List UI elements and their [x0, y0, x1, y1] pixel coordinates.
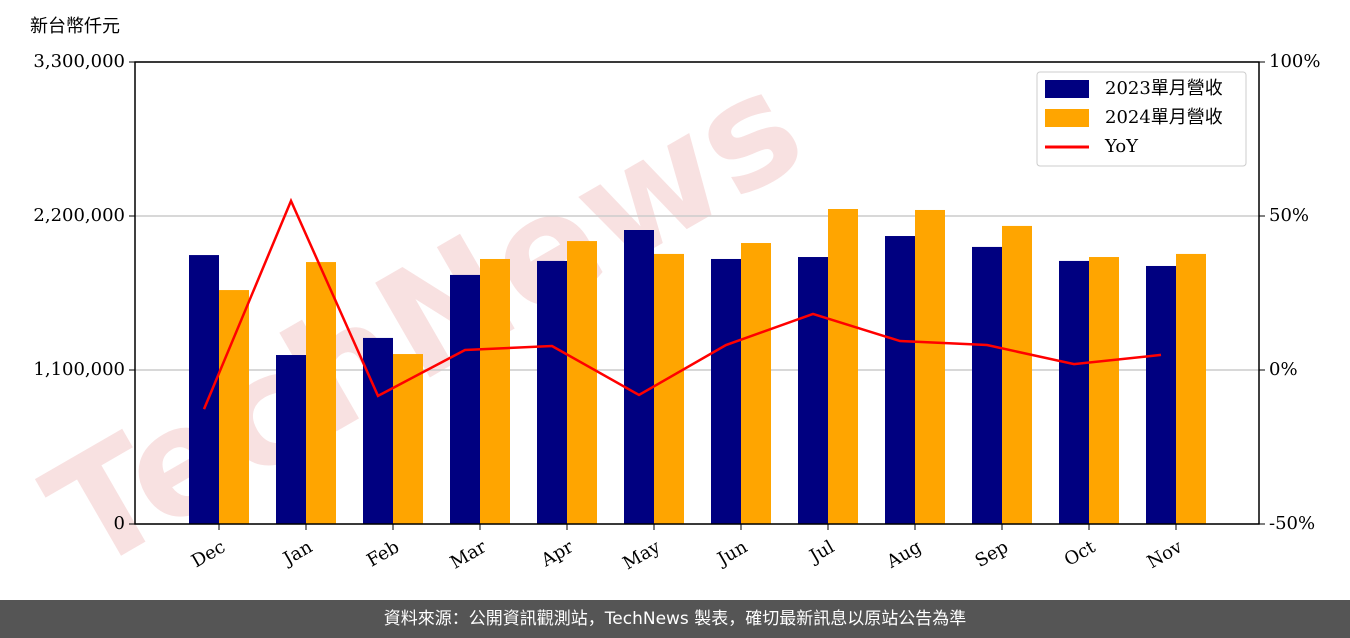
- bar: [219, 290, 249, 524]
- bar: [1146, 265, 1176, 524]
- footer: 資料來源：公開資訊觀測站，TechNews 製表，確切最新訊息以原站公告為準: [0, 600, 1350, 638]
- y-tick-label: 3,300,000: [33, 51, 125, 72]
- bar: [972, 246, 1002, 524]
- y-tick-label: 0: [114, 513, 125, 534]
- bar: [1002, 225, 1032, 524]
- plot-frame: [134, 61, 1260, 525]
- x-tick-label: Nov: [1144, 536, 1187, 573]
- bar: [450, 274, 480, 524]
- bar: [1059, 260, 1089, 524]
- line: [202, 197, 1162, 410]
- bar: [393, 354, 423, 524]
- legend-label: 2023單月營收: [1105, 78, 1223, 99]
- legend-swatch: [1045, 80, 1089, 98]
- legend-swatch: [1045, 109, 1089, 127]
- x-tick-label: Feb: [363, 536, 403, 571]
- legend-label: YoY: [1104, 136, 1139, 157]
- bar: [480, 258, 510, 524]
- bar: [915, 209, 945, 525]
- bar: [537, 260, 567, 524]
- bar: [798, 257, 828, 524]
- watermark: TechNews: [20, 37, 830, 600]
- bar: [1176, 253, 1206, 524]
- legend-label: 2024單月營收: [1105, 107, 1223, 128]
- bar: [828, 209, 858, 524]
- x-tick-label: Jan: [278, 536, 316, 570]
- y-axis-label: 新台幣仟元: [30, 16, 120, 37]
- bar: [711, 258, 741, 524]
- bar: [189, 255, 219, 524]
- y2-tick-label: 50%: [1269, 205, 1309, 226]
- legend: 2023單月營收 2024單月營收 YoY: [1036, 71, 1247, 167]
- y2-tick-label: 0%: [1269, 359, 1298, 380]
- x-tick-label: Mar: [447, 536, 491, 573]
- y-tick-label: 2,200,000: [33, 205, 125, 226]
- bar: [567, 241, 597, 524]
- bar: [276, 355, 306, 524]
- x-tick-label: May: [619, 536, 664, 574]
- bar: [654, 253, 684, 524]
- legend-box: [1036, 71, 1247, 167]
- x-tick-label: Apr: [537, 536, 577, 571]
- y2-tick-label: 100%: [1269, 51, 1320, 72]
- chart: TechNews 新台幣仟元 0 1,100,000 2,200,000 3,300,…: [20, 16, 1321, 600]
- x-tick-label: Sep: [972, 536, 1012, 571]
- bar: [741, 243, 771, 524]
- x-tick-label: Jun: [712, 536, 751, 571]
- bar: [885, 236, 915, 524]
- bar: [363, 337, 393, 524]
- bar: [624, 230, 654, 524]
- bar: [1089, 257, 1119, 524]
- bar: [306, 262, 336, 524]
- y-tick-label: 1,100,000: [33, 359, 125, 380]
- x-tick-label: Aug: [882, 536, 925, 573]
- x-tick-label: Jul: [804, 536, 838, 568]
- y2-tick-label: -50%: [1269, 513, 1315, 534]
- x-tick-label: Oct: [1061, 536, 1100, 571]
